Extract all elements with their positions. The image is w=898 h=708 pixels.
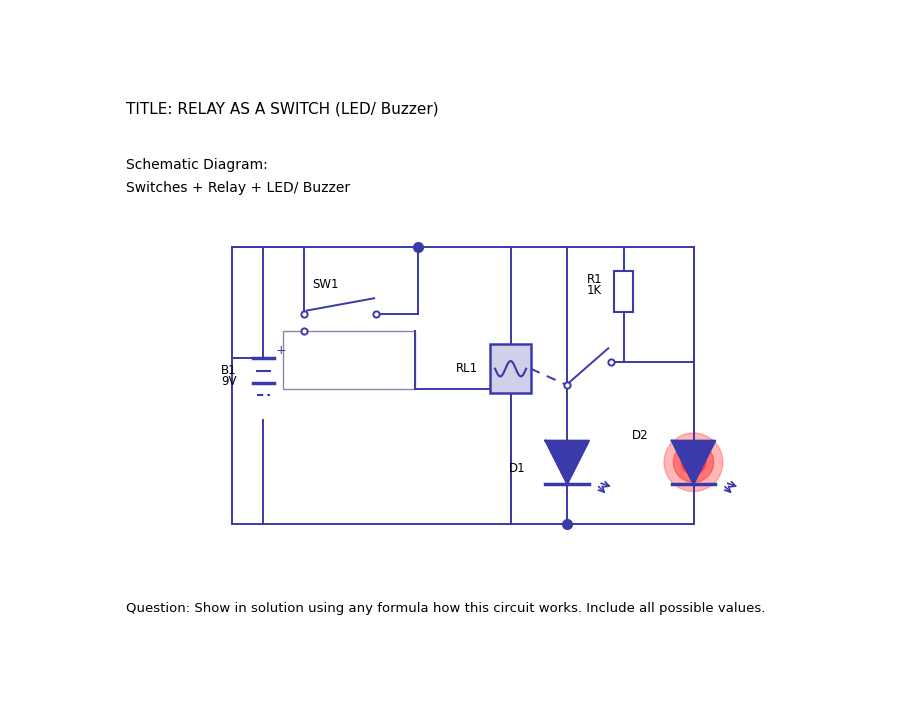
Text: 9V: 9V bbox=[221, 375, 236, 388]
Bar bbox=[614, 271, 633, 312]
Circle shape bbox=[664, 433, 723, 491]
Bar bbox=[283, 331, 415, 389]
Text: Schematic Diagram:: Schematic Diagram: bbox=[127, 158, 268, 172]
Text: 1K: 1K bbox=[587, 284, 602, 297]
Circle shape bbox=[681, 450, 706, 474]
Polygon shape bbox=[672, 440, 715, 484]
Text: RL1: RL1 bbox=[455, 362, 478, 375]
Text: B1: B1 bbox=[221, 365, 236, 377]
Text: R1: R1 bbox=[587, 273, 603, 286]
Text: TITLE: RELAY AS A SWITCH (LED/ Buzzer): TITLE: RELAY AS A SWITCH (LED/ Buzzer) bbox=[127, 102, 439, 117]
Text: Question: Show in solution using any formula how this circuit works. Include all: Question: Show in solution using any for… bbox=[127, 603, 766, 615]
Text: Switches + Relay + LED/ Buzzer: Switches + Relay + LED/ Buzzer bbox=[127, 181, 350, 195]
Text: D1: D1 bbox=[509, 462, 525, 475]
Text: +: + bbox=[276, 344, 286, 357]
Polygon shape bbox=[545, 440, 589, 484]
Circle shape bbox=[674, 442, 714, 482]
Text: D2: D2 bbox=[631, 429, 648, 442]
Text: SW1: SW1 bbox=[313, 278, 339, 290]
Bar bbox=[490, 345, 531, 393]
